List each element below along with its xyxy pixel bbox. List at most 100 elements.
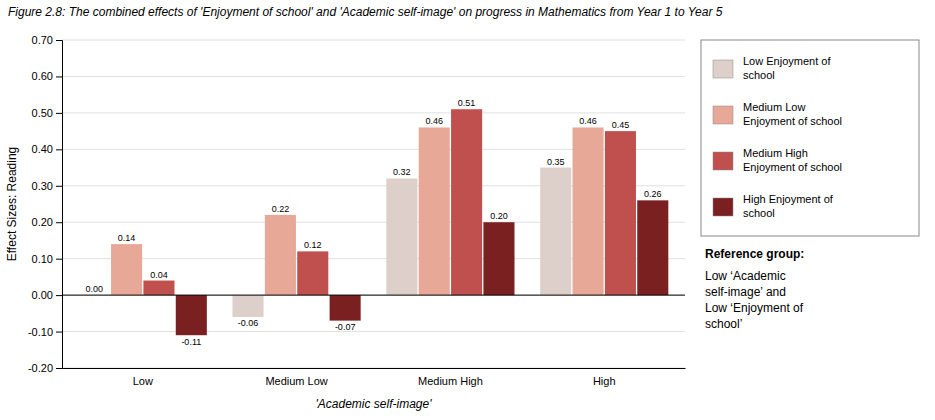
grid-line	[62, 331, 685, 332]
tick: 0.00	[32, 289, 62, 301]
tick: Medium High	[418, 375, 483, 387]
tick-label: 0.50	[32, 107, 53, 119]
bar	[233, 295, 264, 317]
tick: Low	[133, 375, 153, 387]
bar-series	[143, 109, 636, 295]
legend-label-line: school	[743, 207, 775, 219]
tick-label: Medium High	[418, 375, 483, 387]
bar	[111, 244, 142, 295]
data-label: 0.32	[393, 167, 411, 177]
bar	[451, 109, 482, 295]
data-labels: 0.00-0.060.320.350.140.220.460.460.040.1…	[85, 98, 661, 346]
tick-mark	[56, 40, 62, 41]
legend-label-line: Low Enjoyment of	[743, 55, 831, 67]
annotation-line: school’	[705, 317, 742, 331]
data-label: -0.11	[181, 337, 201, 347]
data-label: 0.12	[304, 240, 322, 250]
legend-label-line: Enjoyment of school	[743, 161, 842, 173]
data-label: 0.46	[425, 116, 443, 126]
tick: -0.10	[28, 326, 62, 338]
bar	[637, 200, 668, 295]
grid-line	[62, 76, 685, 77]
tick-mark	[56, 368, 62, 369]
bars	[111, 109, 668, 335]
data-label: 0.46	[579, 116, 597, 126]
annotation-line: Reference group:	[705, 247, 804, 261]
annotations: Reference group: Low ‘Academic self-image’…	[705, 247, 804, 331]
grid-line	[62, 295, 685, 296]
legend-item: Low Enjoyment of school	[713, 55, 831, 81]
annotation-line: Low ‘Enjoyment of	[705, 301, 804, 315]
legend-label-line: Medium Low	[743, 101, 805, 113]
tick: 0.70	[32, 34, 62, 46]
bar-series	[111, 127, 604, 295]
annotation-line: Low ‘Academic	[705, 269, 786, 283]
tick: 0.10	[32, 253, 62, 265]
legend-label-line: school	[743, 69, 775, 81]
bar	[265, 215, 296, 295]
data-label: 0.45	[612, 120, 630, 130]
tick-label: 0.20	[32, 216, 53, 228]
baseline	[62, 295, 685, 296]
bar	[540, 168, 571, 296]
grid-line	[62, 40, 685, 41]
legend-swatch	[713, 106, 733, 124]
grid-line	[62, 112, 685, 113]
y-axis-title: Effect Sizes: Reading	[5, 147, 19, 262]
data-label: 0.04	[150, 270, 168, 280]
legend-label: Low Enjoyment of school	[743, 55, 831, 81]
bar-series	[233, 168, 572, 317]
annotation: Reference group:	[705, 247, 804, 261]
data-label: 0.22	[272, 204, 290, 214]
y-axis: -0.20-0.100.000.100.200.300.400.500.600.…	[28, 34, 63, 374]
tick: Medium Low	[265, 375, 327, 387]
tick: 0.50	[32, 107, 62, 119]
grid-line	[62, 368, 685, 369]
tick-label: Medium Low	[265, 375, 327, 387]
tick-mark	[56, 259, 62, 260]
legend-swatch	[713, 152, 733, 170]
tick-mark	[56, 222, 62, 223]
data-label: 0.00	[85, 284, 103, 294]
chart: Figure 2.8: The combined effects of 'Enj…	[0, 0, 935, 420]
tick-mark	[56, 332, 62, 333]
x-axis-title: 'Academic self-image'	[316, 397, 433, 411]
axis-line	[56, 41, 63, 369]
tick-mark	[56, 76, 62, 77]
data-label: 0.35	[547, 157, 565, 167]
tick-label: 0.40	[32, 143, 53, 155]
tick-label: 0.00	[32, 289, 53, 301]
data-label: 0.26	[644, 189, 662, 199]
axis-line	[63, 368, 686, 369]
legend-label: Medium High Enjoyment of school	[743, 147, 842, 173]
annotation-line: self-image’ and	[705, 285, 786, 299]
legend-label-line: Medium High	[743, 147, 808, 159]
bar	[176, 295, 207, 335]
bar	[386, 178, 417, 295]
legend-item: Medium Low Enjoyment of school	[713, 101, 842, 127]
tick-mark	[56, 295, 62, 296]
bar	[143, 281, 174, 296]
bar	[330, 295, 361, 321]
tick-label: High	[593, 375, 616, 387]
data-label: -0.06	[238, 318, 259, 328]
legend-label: Medium Low Enjoyment of school	[743, 101, 842, 127]
tick-label: 0.70	[32, 34, 53, 46]
tick-label: 0.30	[32, 180, 53, 192]
tick-label: -0.10	[28, 326, 53, 338]
legend-item: High Enjoyment ofschool	[713, 193, 834, 219]
data-label: 0.51	[458, 98, 476, 108]
legend-label-line: Enjoyment of school	[743, 115, 842, 127]
legend-box	[701, 40, 919, 236]
x-axis: Low Medium Low Medium High High	[63, 369, 686, 387]
legend-item: Medium High Enjoyment of school	[713, 147, 842, 173]
legend-swatch	[713, 60, 733, 78]
tick: 0.30	[32, 180, 62, 192]
legend-label: High Enjoyment ofschool	[743, 193, 834, 219]
tick: 0.20	[32, 216, 62, 228]
tick-mark	[56, 113, 62, 114]
bar	[605, 131, 636, 295]
bar	[483, 222, 514, 295]
legend: Low Enjoyment of school Medium Low Enjoymen…	[701, 40, 919, 236]
data-label: 0.20	[490, 211, 508, 221]
